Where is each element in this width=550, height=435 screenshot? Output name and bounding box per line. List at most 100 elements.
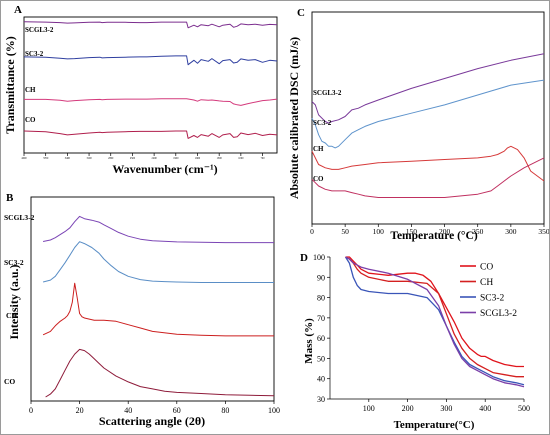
- x-tick-label: 2200: [152, 157, 158, 160]
- panel-a-plot-area: [23, 16, 278, 154]
- panel-a-series-group: [23, 21, 278, 139]
- legend-label-sc3-2: SC3-2: [480, 294, 505, 304]
- panel-c-series-labels: SCGL3-2 SC3-2 CH CO: [313, 89, 342, 183]
- y-tick-label: 70: [317, 314, 325, 323]
- series-label-ch: CH: [313, 145, 324, 153]
- y-tick-label: 40: [317, 375, 325, 384]
- x-tick-label: 3700: [43, 157, 49, 160]
- x-tick-label: 4000: [21, 157, 27, 160]
- panel-b-x-ticks: 0 20 40 60 80 100: [29, 401, 280, 415]
- x-tick-label: 700: [261, 157, 266, 160]
- series-line-scgl3-2: [345, 256, 525, 388]
- panel-d-axes: 30 40 50 60 70 80 90 100 100 200 300 400 500: [313, 253, 530, 413]
- panel-b-chart: B SCGL3-2 SC3-2 CH CO 0 20 40 60 80 100 Intensit…: [4, 192, 280, 428]
- panel-d-letter: D: [300, 252, 308, 264]
- series-label-co: CO: [4, 377, 15, 386]
- x-tick-label: 200: [439, 227, 451, 236]
- panel-a-letter: A: [14, 4, 22, 16]
- x-tick-label: 40: [124, 406, 132, 415]
- x-tick-label: 300: [505, 227, 517, 236]
- panel-b-y-axis-label: Intensity (a.u.): [7, 264, 21, 339]
- panel-c-x-ticks: 0 50 100 150 200 250 300 350: [310, 224, 550, 236]
- x-tick-label: 350: [538, 227, 550, 236]
- x-tick-label: 1900: [173, 157, 179, 160]
- panel-b-plot-area: [30, 196, 275, 402]
- panel-d-x-axis-label: Temperature(°C): [394, 419, 475, 431]
- panel-c-series-group: [311, 53, 545, 198]
- series-line-sc3-2: [311, 79, 545, 149]
- y-tick-label: 60: [317, 334, 325, 343]
- series-label-sc3-2: SC3-2: [25, 50, 44, 58]
- panel-a-x-ticks: 4000 3700 3400 3100 2800 2500 2200 1900 1600 1300…: [21, 153, 265, 160]
- panel-d-series-group: [344, 256, 525, 388]
- series-line-ch: [24, 98, 278, 106]
- x-tick-label: 1600: [195, 157, 201, 160]
- x-tick-label: 100: [268, 406, 280, 415]
- x-tick-label: 200: [402, 404, 414, 413]
- x-tick-label: 100: [373, 227, 385, 236]
- x-tick-label: 2800: [108, 157, 114, 160]
- x-tick-label: 3400: [65, 157, 71, 160]
- panel-a-series-labels: SCGL3-2 SC3-2 CH CO: [25, 26, 54, 124]
- series-line-ch: [345, 256, 524, 378]
- series-line-scgl3-2: [311, 53, 545, 124]
- y-tick-label: 30: [317, 395, 325, 404]
- panel-c-plot-area: [311, 11, 545, 225]
- series-label-ch: CH: [6, 311, 17, 320]
- x-tick-label: 60: [173, 406, 181, 415]
- legend-label-ch: CH: [480, 278, 493, 288]
- series-label-scgl3-2: SCGL3-2: [4, 213, 35, 222]
- panel-a-chart: A SCGL3-2 SC3-2 CH CO 4000 3700 3400 3100 2800 2…: [3, 4, 278, 176]
- panel-b-series-group: [42, 215, 275, 398]
- y-tick-label: 50: [317, 354, 325, 363]
- panel-d-y-axis-label: Mass (%): [303, 318, 315, 364]
- y-tick-label: 90: [317, 273, 325, 282]
- x-tick-label: 0: [310, 227, 314, 236]
- series-label-co: CO: [25, 116, 36, 124]
- series-label-co: CO: [313, 175, 324, 183]
- panel-d-legend: CO CH SC3-2 SCGL3-2: [460, 263, 517, 319]
- series-label-scgl3-2: SCGL3-2: [25, 26, 54, 34]
- panel-c-chart: C SCGL3-2 SC3-2 CH CO 0 50 100 150 200 250 300 350…: [287, 7, 550, 242]
- x-tick-label: 250: [472, 227, 484, 236]
- x-tick-label: 80: [221, 406, 229, 415]
- x-tick-label: 0: [29, 406, 33, 415]
- y-tick-label: 80: [317, 294, 325, 303]
- x-tick-label: 1000: [238, 157, 244, 160]
- series-label-sc3-2: SC3-2: [4, 258, 24, 267]
- series-line-sc3-2: [23, 55, 278, 66]
- x-tick-label: 20: [76, 406, 84, 415]
- series-line-sc3-2: [42, 241, 274, 283]
- x-tick-label: 2500: [130, 157, 136, 160]
- x-tick-label: 150: [406, 227, 418, 236]
- panel-c-x-axis-label: Temperature (°C): [390, 230, 477, 242]
- legend-label-scgl3-2: SCGL3-2: [480, 309, 517, 319]
- panel-b-letter: B: [6, 192, 14, 204]
- panel-b-x-axis-label: Scattering angle (2θ): [99, 414, 205, 428]
- series-label-scgl3-2: SCGL3-2: [313, 89, 342, 97]
- series-line-co: [23, 130, 278, 139]
- series-line-ch: [311, 145, 545, 182]
- series-line-co: [45, 348, 275, 398]
- series-line-scgl3-2: [42, 215, 274, 244]
- series-line-co: [311, 157, 545, 198]
- legend-label-co: CO: [480, 263, 493, 273]
- panel-b-series-labels: SCGL3-2 SC3-2 CH CO: [4, 213, 35, 386]
- series-label-ch: CH: [25, 86, 36, 94]
- series-line-scgl3-2: [23, 21, 278, 29]
- x-tick-label: 3100: [86, 157, 92, 160]
- series-line-sc3-2: [344, 256, 525, 386]
- x-tick-label: 500: [518, 404, 530, 413]
- x-tick-label: 400: [479, 404, 491, 413]
- panel-a-y-axis-label: Transmittance (%): [3, 36, 17, 133]
- panel-d-chart: D 30 40 50 60 70 80 90 100 100 200 300 400 500 CO CH S…: [300, 252, 530, 431]
- series-label-sc3-2: SC3-2: [313, 119, 332, 127]
- panel-a-x-axis-label: Wavenumber (cm⁻¹): [112, 162, 217, 176]
- panel-c-y-axis-label: Absolute calibrated DSC (mJ/s): [287, 37, 301, 199]
- x-tick-label: 50: [341, 227, 349, 236]
- panel-c-letter: C: [297, 7, 305, 19]
- x-tick-label: 300: [440, 404, 452, 413]
- x-tick-label: 1300: [217, 157, 223, 160]
- x-tick-label: 100: [363, 404, 375, 413]
- series-line-ch: [42, 282, 274, 337]
